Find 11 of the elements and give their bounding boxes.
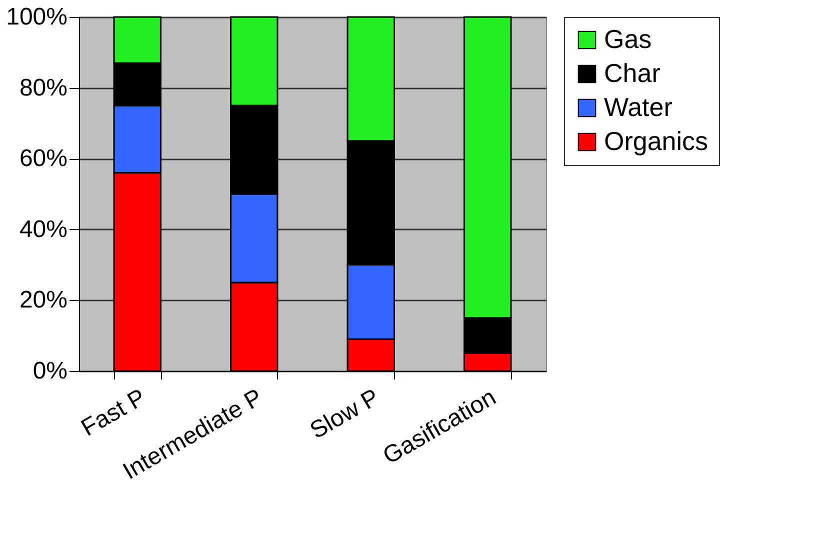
y-tick-label: 80% [19, 74, 68, 102]
y-tick-label: 100% [6, 4, 68, 30]
y-tick-label: 60% [19, 145, 68, 172]
y-tick-label: 0% [32, 358, 68, 384]
legend-label: Organics [604, 126, 708, 156]
y-tick-label: 20% [19, 286, 68, 314]
legend-label: Char [604, 58, 661, 88]
x-tick-label: Slow P [306, 384, 384, 444]
legend-label: Water [604, 92, 673, 122]
legend-label: Gas [604, 24, 652, 54]
y-tick-label: 40% [19, 216, 68, 243]
